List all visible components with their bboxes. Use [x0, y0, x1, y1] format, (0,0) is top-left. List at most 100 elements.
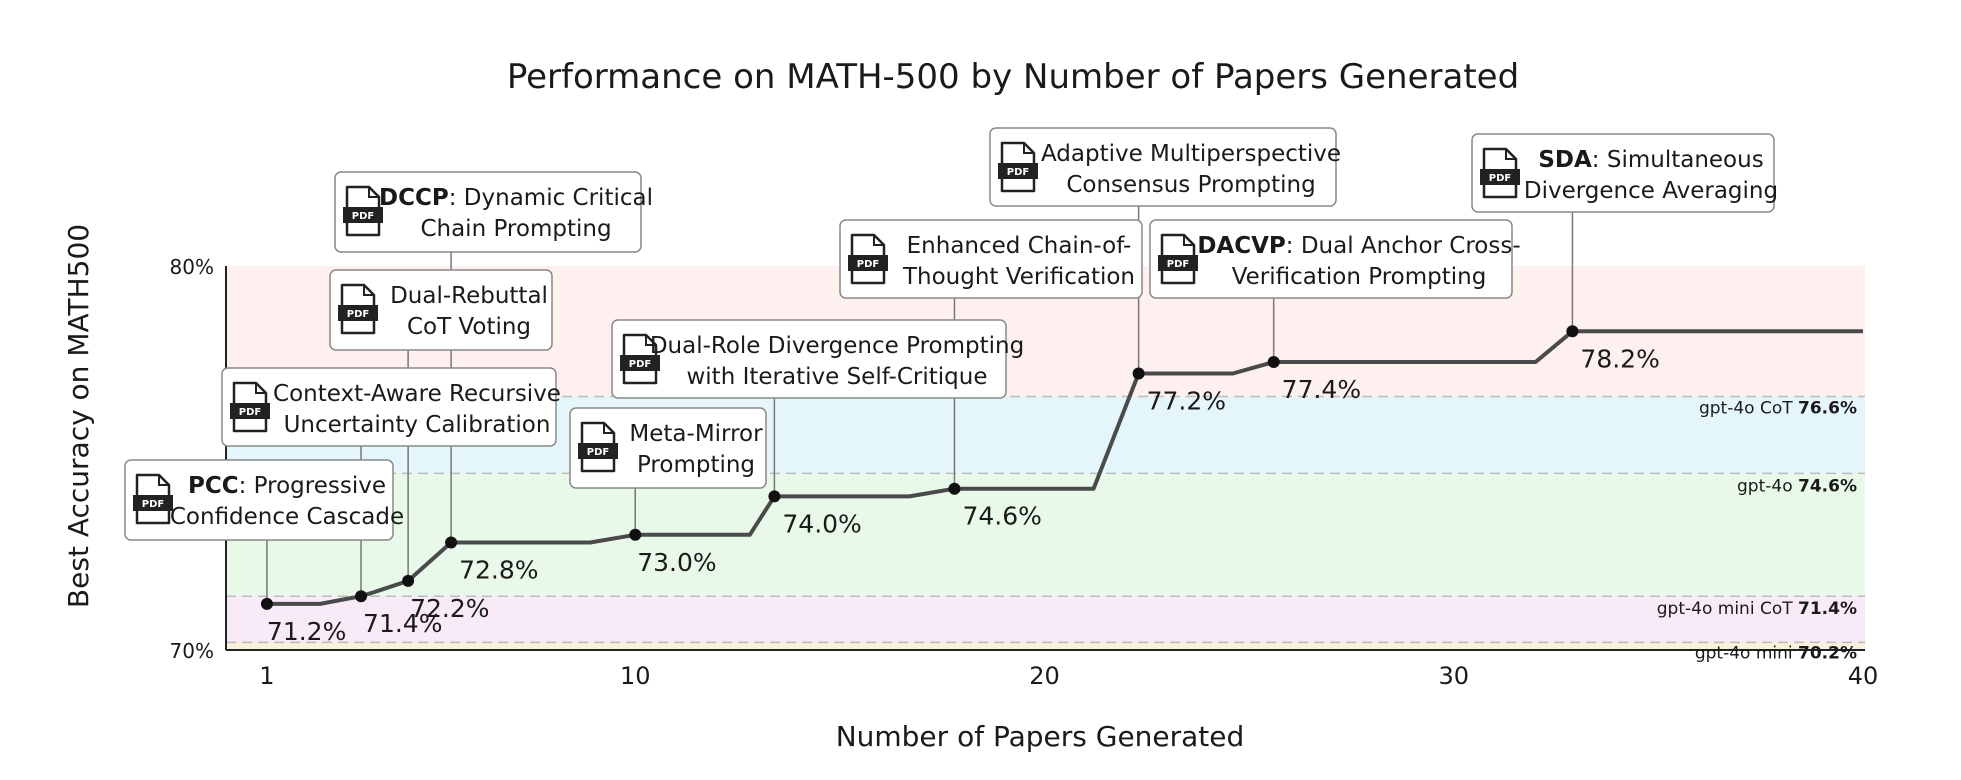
annotation-line-2: Confidence Cascade [170, 504, 404, 530]
annotation-box-frame [839, 219, 1143, 299]
pdf-file-icon: PDF [578, 421, 618, 473]
y-tick-label: 70% [170, 639, 214, 663]
annotation-line-2: Prompting [637, 452, 755, 478]
annotation-box: PDF SDA: Simultaneous Divergence Averaging [1471, 133, 1778, 213]
reference-label: gpt-4o CoT 76.6% [1699, 399, 1857, 419]
pdf-page-fold [368, 187, 379, 198]
annotation-line-2: Divergence Averaging [1524, 178, 1778, 204]
pdf-file-icon: PDF [133, 473, 173, 525]
pdf-page-fold [158, 475, 169, 486]
annotation-line-2: CoT Voting [407, 314, 531, 340]
pdf-badge [848, 255, 888, 271]
pdf-badge-text: PDF [352, 211, 374, 222]
annotation-line-1: Adaptive Multiperspective [1041, 141, 1341, 167]
annotation-box-frame [611, 319, 1007, 399]
point-labels: 71.2% 71.4%72.2% 72.8% 73.0% 74.0% 74.6% 77.2%… [267, 344, 1660, 646]
markers [260, 325, 1579, 610]
pdf-file-icon: PDF [848, 233, 888, 285]
pdf-badge-text: PDF [1167, 259, 1189, 270]
point-label: 77.4% [1282, 375, 1361, 404]
annotation-box-frame [221, 367, 557, 447]
pdf-badge-text: PDF [1489, 173, 1511, 184]
pdf-badge [1480, 169, 1520, 185]
annotation-line-2: Thought Verification [902, 264, 1135, 290]
annotation-box: PDF Context-Aware Recursive Uncertainty Ca… [221, 367, 561, 447]
pdf-file-icon: PDF [620, 333, 660, 385]
pdf-page-fold [645, 335, 656, 346]
band-1 [226, 473, 1865, 597]
pdf-file-icon: PDF [338, 283, 378, 335]
reference-label: gpt-4o mini CoT 71.4% [1657, 599, 1857, 619]
annotation-box: PDF DACVP: Dual Anchor Cross- Verification… [1149, 219, 1521, 299]
point-label: 71.2% [267, 617, 346, 646]
annotation-line-1: Dual-Role Divergence Prompting [650, 333, 1024, 359]
pdf-badge [230, 403, 270, 419]
pdf-badge-text: PDF [857, 259, 879, 270]
pdf-file-icon: PDF [998, 141, 1038, 193]
annotation-box-frame [1471, 133, 1775, 213]
annotation-box-frame [569, 407, 767, 489]
pdf-file-icon: PDF [1480, 147, 1520, 199]
reference-label: gpt-4o mini 70.2% [1695, 643, 1857, 663]
x-tick-label: 40 [1848, 662, 1879, 690]
annotation-line-1: Dual-Rebuttal [390, 283, 548, 309]
x-tick-label: 20 [1029, 662, 1060, 690]
pdf-page-fold [1183, 235, 1194, 246]
pdf-page-fold [363, 285, 374, 296]
pdf-badge-text: PDF [239, 407, 261, 418]
pdf-page-fold [603, 423, 614, 434]
data-point [260, 597, 273, 610]
y-tick-label: 80% [170, 255, 214, 279]
point-label: 74.0% [782, 509, 861, 538]
data-point [355, 590, 368, 603]
pdf-badge-text: PDF [347, 309, 369, 320]
reference-labels: gpt-4o CoT 76.6% gpt-4o 74.6% gpt-4o mini … [1657, 399, 1857, 664]
band-2 [226, 596, 1865, 643]
annotation-box: PDF Dual-Rebuttal CoT Voting [329, 269, 553, 351]
annotation-box-frame [1149, 219, 1513, 299]
annotation-line-2: with Iterative Self-Critique [686, 364, 987, 390]
data-point [402, 574, 415, 587]
annotation-line-2: Verification Prompting [1232, 264, 1487, 290]
pdf-badge [620, 355, 660, 371]
annotation-line-1: Meta-Mirror [629, 421, 763, 447]
x-tick-label: 1 [259, 662, 274, 690]
annotation-line-1: Context-Aware Recursive [273, 381, 561, 407]
pdf-badge [343, 207, 383, 223]
point-label: 72.8% [459, 555, 538, 584]
annotation-box: PDF Meta-Mirror Prompting [569, 407, 767, 489]
data-point [445, 536, 458, 549]
pdf-badge-text: PDF [142, 499, 164, 510]
pdf-badge-text: PDF [629, 359, 651, 370]
point-label: 73.0% [637, 548, 716, 577]
reference-label: gpt-4o 74.6% [1737, 476, 1857, 496]
annotation-line-1: DCCP: Dynamic Critical [379, 185, 653, 211]
annotation-box: PDF Adaptive Multiperspective Consensus Pr… [989, 127, 1341, 207]
annotation-line-1: SDA: Simultaneous [1538, 147, 1763, 173]
point-label: 78.2% [1580, 344, 1659, 373]
pdf-page-fold [255, 383, 266, 394]
pdf-file-icon: PDF [1158, 233, 1198, 285]
annotation-line-1: Enhanced Chain-of- [907, 233, 1132, 259]
annotation-box-frame [989, 127, 1337, 207]
pdf-file-icon: PDF [343, 185, 383, 237]
data-point [768, 490, 781, 503]
pdf-page-fold [1023, 143, 1034, 154]
point-label: 71.4% [363, 609, 442, 638]
annotation-box-frame [124, 459, 394, 541]
pdf-badge [1158, 255, 1198, 271]
x-tick-label: 10 [620, 662, 651, 690]
x-tick-label: 30 [1438, 662, 1469, 690]
pdf-page-fold [1505, 149, 1516, 160]
chart-title: Performance on MATH-500 by Number of Pap… [507, 57, 1519, 97]
pdf-badge-text: PDF [1007, 167, 1029, 178]
pdf-badge [338, 305, 378, 321]
annotation-box-frame [334, 171, 642, 253]
pdf-page-fold [873, 235, 884, 246]
annotation-box-frame [329, 269, 553, 351]
y-axis-label: Best Accuracy on MATH500 [62, 224, 95, 608]
pdf-badge-text: PDF [587, 447, 609, 458]
